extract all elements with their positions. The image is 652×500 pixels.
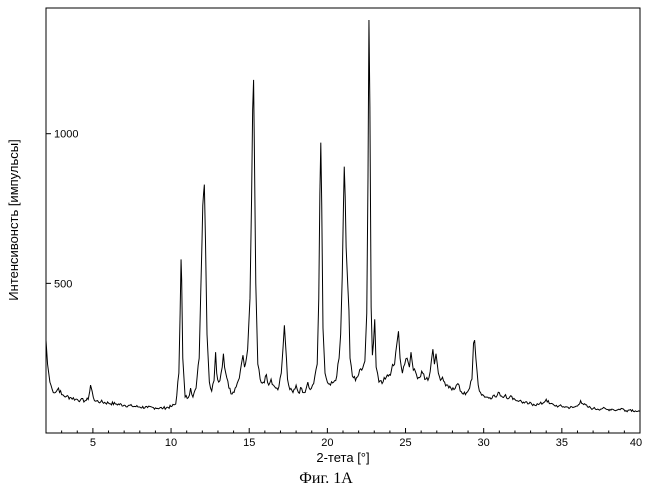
- y-axis-label: Интенсивонсть [импульсы]: [6, 139, 21, 300]
- x-tick-label: 5: [90, 437, 96, 449]
- x-tick-label: 30: [478, 437, 490, 449]
- x-tick-label: 35: [556, 437, 568, 449]
- x-tick-label: 15: [243, 437, 255, 449]
- x-axis-ticks: 5 10 15 20 25 30 35 40: [46, 428, 642, 449]
- x-tick-label: 25: [399, 437, 411, 449]
- diffraction-pattern-line: [46, 20, 640, 412]
- x-tick-label: 10: [165, 437, 177, 449]
- figure-caption: Фиг. 1А: [0, 470, 652, 488]
- y-axis-ticks: 500 1000: [46, 129, 78, 291]
- x-axis-label: 2-тета [°]: [316, 450, 369, 465]
- y-tick-label: 500: [54, 278, 72, 290]
- x-tick-label: 40: [630, 437, 642, 449]
- y-tick-label: 1000: [54, 129, 78, 141]
- x-tick-label: 20: [321, 437, 333, 449]
